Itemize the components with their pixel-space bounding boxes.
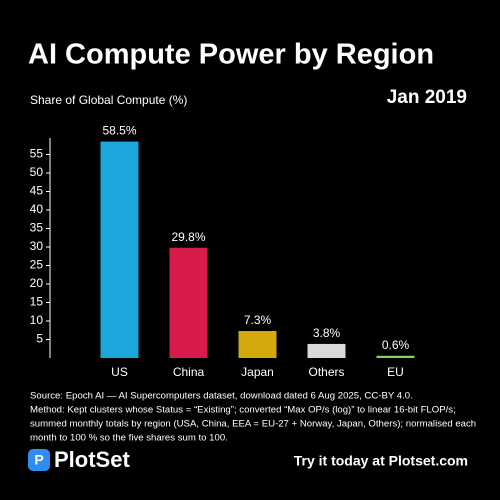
value-label: 58.5%	[102, 124, 136, 138]
logo-icon	[28, 449, 50, 471]
subtitle: Jan 2019	[387, 87, 467, 108]
value-label: 7.3%	[244, 313, 272, 327]
bar	[100, 141, 139, 358]
y-tick-label: 50	[30, 165, 44, 179]
y-tick-label: 30	[30, 239, 44, 253]
x-tick-label: EU	[387, 365, 404, 379]
y-tick-label: 5	[36, 332, 43, 346]
y-tick-label: 40	[30, 202, 44, 216]
x-tick-label: US	[111, 365, 128, 379]
x-tick-label: China	[173, 365, 205, 379]
bar	[238, 330, 277, 358]
y-axis-label: Share of Global Compute (%)	[30, 93, 187, 107]
logo-letter: P	[34, 452, 43, 468]
bar	[169, 247, 208, 358]
y-tick-label: 35	[30, 221, 44, 235]
note: month to 100 % so the five shares sum to…	[30, 433, 228, 444]
value-label: 29.8%	[171, 230, 205, 244]
brand: PlotSet	[54, 447, 130, 472]
x-tick-label: Others	[308, 365, 344, 379]
bar	[376, 355, 415, 358]
note: Source: Epoch AI — AI Supercomputers dat…	[30, 391, 413, 402]
note: Method: Kept clusters whose Status = “Ex…	[30, 405, 456, 416]
y-tick-label: 45	[30, 184, 44, 198]
value-label: 0.6%	[382, 338, 410, 352]
bar	[307, 343, 346, 358]
y-tick-label: 10	[30, 313, 44, 327]
chart-title: AI Compute Power by Region	[28, 39, 434, 71]
y-tick-label: 20	[30, 276, 44, 290]
x-tick-label: Japan	[241, 365, 274, 379]
value-label: 3.8%	[313, 326, 341, 340]
y-tick-label: 15	[30, 295, 44, 309]
note: summed monthly totals by region (USA, Ch…	[30, 419, 476, 430]
call-to-action[interactable]: Try it today at Plotset.com	[294, 453, 468, 469]
y-tick-label: 25	[30, 258, 44, 272]
y-tick-label: 55	[30, 147, 44, 161]
